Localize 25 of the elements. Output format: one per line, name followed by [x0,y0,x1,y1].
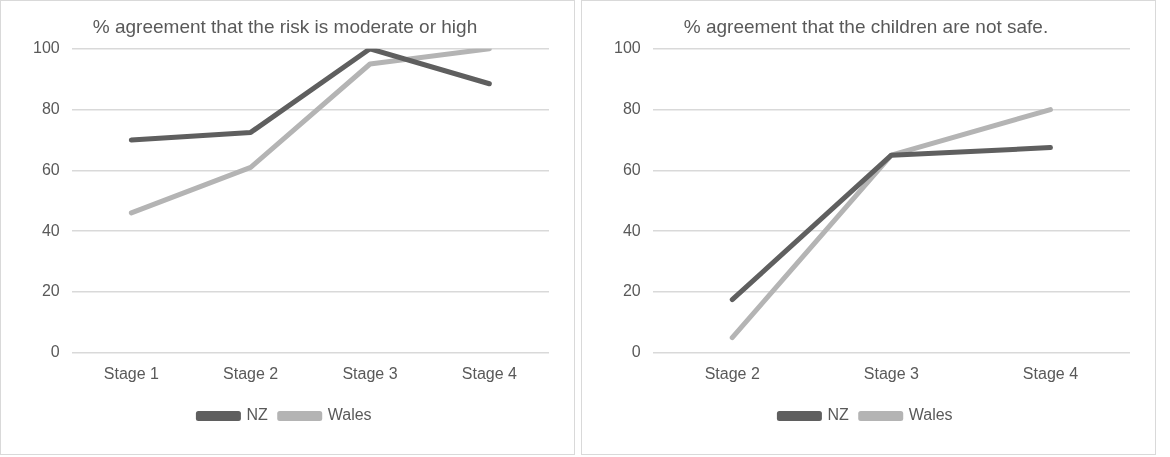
x-tick-label: Stage 2 [223,364,279,382]
y-tick-label: 20 [41,282,60,300]
y-tick-label: 80 [622,100,641,118]
x-tick-label: Stage 1 [103,364,160,382]
chart-title: % agreement that the children are not safe. [683,15,1049,37]
x-tick-label: Stage 4 [1022,364,1079,382]
y-tick-label: 60 [41,160,60,178]
legend-label: NZ [827,406,849,424]
legend-label: Wales [908,406,953,424]
legend-label: Wales [327,406,372,424]
x-tick-label: Stage 3 [342,364,398,382]
y-tick-label: 100 [613,39,641,57]
y-tick-label: 80 [41,100,60,118]
y-tick-label: 60 [622,160,641,178]
y-tick-label: 20 [622,282,641,300]
y-tick-label: 100 [32,39,60,57]
y-tick-label: 0 [50,343,60,361]
x-tick-label: Stage 3 [863,364,920,382]
x-tick-label: Stage 4 [461,364,518,382]
legend-label: NZ [246,406,268,424]
y-tick-label: 0 [631,343,641,361]
chart-title: % agreement that the risk is moderate or high [92,15,478,37]
x-tick-label: Stage 2 [704,364,760,382]
y-tick-label: 40 [41,221,60,239]
y-tick-label: 40 [622,221,641,239]
